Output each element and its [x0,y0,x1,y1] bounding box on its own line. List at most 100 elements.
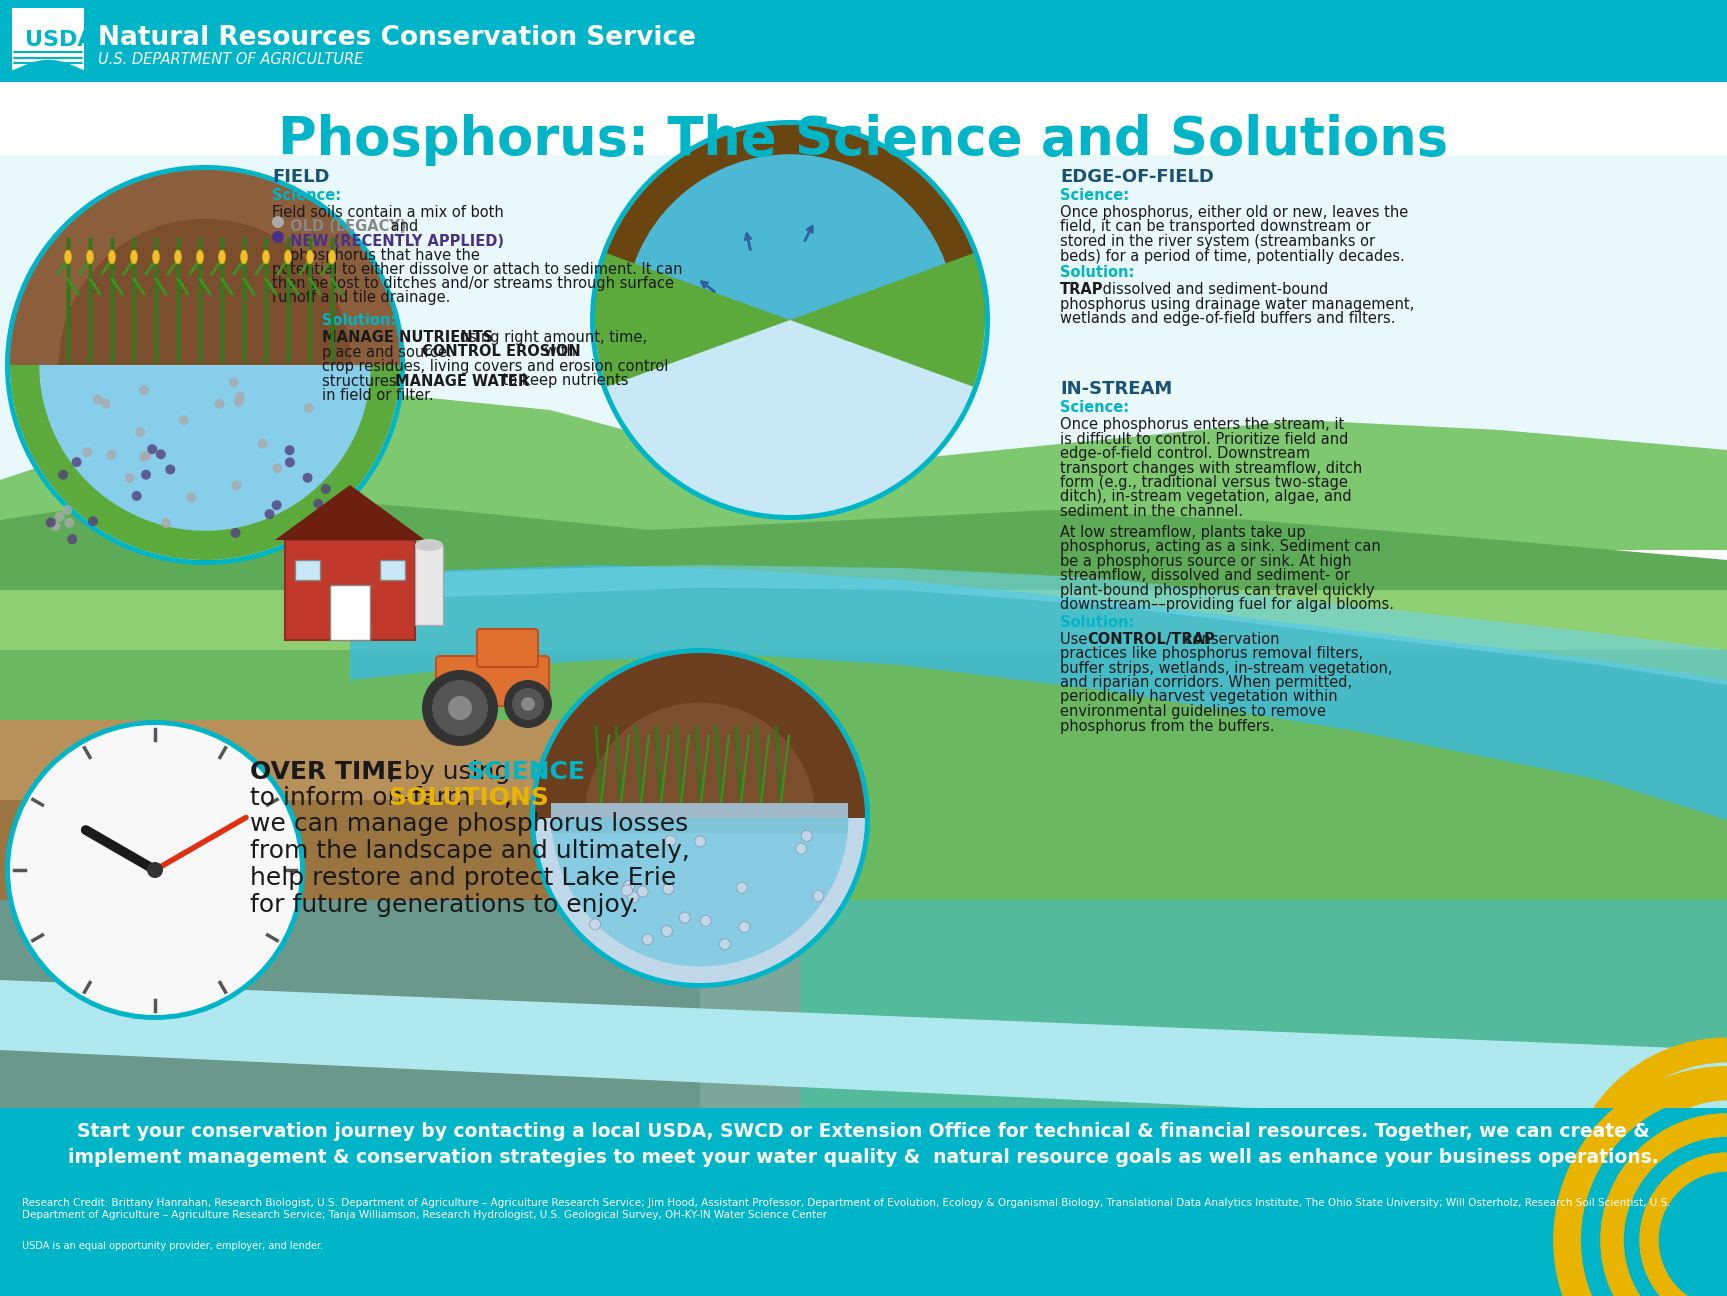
Circle shape [93,394,102,404]
Text: to inform on-farm: to inform on-farm [250,785,478,810]
FancyBboxPatch shape [414,546,444,625]
Circle shape [661,925,672,937]
Text: using right amount, time,: using right amount, time, [454,330,648,345]
Circle shape [530,648,870,988]
Wedge shape [596,124,984,320]
Bar [295,560,319,581]
Text: Research Credit: Brittany Hanrahan, Research Biologist, U.S. Department of Agric: Research Credit: Brittany Hanrahan, Rese… [22,1198,1670,1220]
Bar [12,8,85,70]
Text: environmental guidelines to remove: environmental guidelines to remove [1060,704,1326,719]
Text: practices like phosphorus removal filters,: practices like phosphorus removal filter… [1060,645,1363,661]
Ellipse shape [152,250,159,264]
Bar [0,899,1727,1140]
Circle shape [235,391,245,402]
Text: wetlands and edge-of-field buffers and filters.: wetlands and edge-of-field buffers and f… [1060,311,1395,327]
Wedge shape [627,154,953,320]
Text: downstream––providing fuel for algal blooms.: downstream––providing fuel for algal blo… [1060,597,1394,613]
Ellipse shape [240,250,247,264]
Circle shape [187,492,197,503]
Text: USDA is an equal opportunity provider, employer, and lender.: USDA is an equal opportunity provider, e… [22,1242,323,1251]
Text: structures.: structures. [321,373,406,389]
Circle shape [665,835,675,846]
Text: TRAP: TRAP [1060,283,1104,297]
Circle shape [71,457,81,467]
Wedge shape [789,253,984,386]
Ellipse shape [109,250,116,264]
Circle shape [180,415,188,425]
Text: sediment in the channel.: sediment in the channel. [1060,504,1243,518]
Text: and: and [387,219,418,235]
Text: streamflow, dissolved and sediment- or: streamflow, dissolved and sediment- or [1060,569,1351,583]
Bar [0,800,699,1140]
Text: plant-bound phosphorus can travel quickly: plant-bound phosphorus can travel quickl… [1060,583,1375,597]
Bar [0,721,800,1120]
Circle shape [321,483,332,494]
Wedge shape [10,365,401,560]
Text: then be lost to ditches and/or streams through surface: then be lost to ditches and/or streams t… [271,276,674,292]
Ellipse shape [328,250,335,264]
Text: place and source.: place and source. [321,345,456,359]
Circle shape [5,721,306,1020]
Circle shape [720,938,731,950]
Circle shape [45,517,55,527]
Text: phosphorus using drainage water management,: phosphorus using drainage water manageme… [1060,297,1414,311]
Text: U.S. DEPARTMENT OF AGRICULTURE: U.S. DEPARTMENT OF AGRICULTURE [98,52,363,67]
Text: help restore and protect Lake Erie: help restore and protect Lake Erie [250,866,677,890]
Circle shape [166,464,174,474]
Text: be a phosphorus source or sink. At high: be a phosphorus source or sink. At high [1060,553,1352,569]
Circle shape [264,509,275,520]
Circle shape [64,518,74,527]
Circle shape [271,231,283,244]
Circle shape [10,170,401,560]
Wedge shape [10,170,401,365]
Polygon shape [14,43,81,67]
Bar [0,651,1727,1130]
Circle shape [304,403,314,413]
Text: transport changes with streamflow, ditch: transport changes with streamflow, ditch [1060,460,1363,476]
Circle shape [142,469,150,480]
Text: implement management & conservation strategies to meet your water quality &  nat: implement management & conservation stra… [67,1148,1658,1166]
Circle shape [699,915,712,927]
Wedge shape [606,124,974,320]
Circle shape [591,121,990,520]
Circle shape [271,216,283,228]
Circle shape [589,919,601,929]
Polygon shape [351,565,1727,686]
FancyBboxPatch shape [477,629,539,667]
Circle shape [83,447,92,457]
Text: Solution:: Solution: [1060,264,1135,280]
Ellipse shape [306,250,314,264]
Circle shape [230,377,238,388]
Text: is difficult to control. Prioritize field and: is difficult to control. Prioritize fiel… [1060,432,1349,447]
Text: CONTROL EROSION: CONTROL EROSION [421,345,580,359]
Circle shape [10,724,300,1015]
Text: Start your conservation journey by contacting a local USDA, SWCD or Extension Of: Start your conservation journey by conta… [76,1122,1649,1140]
Text: Solution:: Solution: [1060,616,1135,630]
Text: in field or filter.: in field or filter. [321,388,433,403]
Text: from the landscape and ultimately,: from the landscape and ultimately, [250,839,689,863]
Bar [285,540,414,640]
Circle shape [642,934,653,945]
Circle shape [62,505,73,515]
Bar [0,0,1727,82]
Text: crop residues, living covers and erosion control: crop residues, living covers and erosion… [321,359,668,375]
Text: phosphorus that have the: phosphorus that have the [290,248,480,263]
Text: Field soils contain a mix of both: Field soils contain a mix of both [271,205,504,220]
Text: OLD (LEGACY): OLD (LEGACY) [290,219,406,235]
Circle shape [5,165,406,565]
Circle shape [345,496,356,505]
Text: CONTROL/TRAP: CONTROL/TRAP [1086,632,1214,647]
Circle shape [796,844,807,854]
Circle shape [679,912,691,923]
Text: edge-of-field control. Downstream: edge-of-field control. Downstream [1060,446,1311,461]
Circle shape [100,399,111,408]
Circle shape [347,513,356,524]
Text: SOLUTIONS: SOLUTIONS [389,785,549,810]
Text: MANAGE WATER: MANAGE WATER [395,373,528,389]
Text: dissolved and sediment-bound: dissolved and sediment-bound [1098,283,1328,297]
Circle shape [273,463,283,473]
Circle shape [622,885,632,896]
Circle shape [801,831,812,841]
Circle shape [663,884,674,894]
Bar [380,560,406,581]
